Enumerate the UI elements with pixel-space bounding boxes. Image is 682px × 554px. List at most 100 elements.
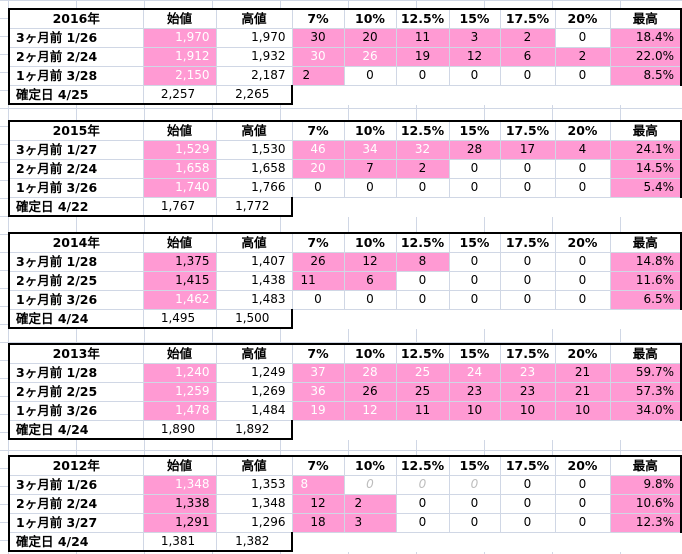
year-label: 2013年 — [8, 343, 144, 364]
header-15pct: 15% — [448, 8, 501, 29]
header-max: 最高 — [609, 8, 682, 29]
cell-10pct: 26 — [343, 381, 397, 402]
cell-7pct: 30 — [291, 46, 345, 67]
cell-7pct: 2 — [291, 65, 345, 86]
section-2013: 2013年 始値 高値 7% 10% 12.5% 15% 17.5% 20% 最… — [8, 343, 682, 440]
header-17-5pct: 17.5% — [499, 8, 556, 29]
cell-max: 5.4% — [609, 177, 682, 198]
cell-10pct: 3 — [343, 512, 397, 533]
header-7pct: 7% — [291, 120, 345, 141]
header-10pct: 10% — [343, 120, 397, 141]
cell-20pct: 0 — [554, 493, 611, 514]
year-label: 2016年 — [8, 8, 144, 29]
section-2014: 2014年 始値 高値 7% 10% 12.5% 15% 17.5% 20% 最… — [8, 232, 682, 329]
data-table: 2015年 始値 高値 7% 10% 12.5% 15% 17.5% 20% 最… — [8, 120, 682, 217]
cell-20pct: 10 — [554, 400, 611, 421]
cell-12-5pct: 25 — [395, 381, 450, 402]
row-label: 2ヶ月前 2/24 — [8, 493, 144, 514]
cell-17-5pct: 17 — [499, 139, 556, 160]
cell-high: 1,970 — [215, 27, 293, 48]
cell-20pct: 0 — [554, 474, 611, 495]
header-12-5pct: 12.5% — [395, 343, 450, 364]
cell-15pct: 28 — [448, 139, 501, 160]
header-7pct: 7% — [291, 343, 345, 364]
cell-max: 8.5% — [609, 65, 682, 86]
cell-20pct: 0 — [554, 289, 611, 310]
cell-10pct: 6 — [343, 270, 397, 291]
cell-high: 1,766 — [215, 177, 293, 198]
section-2016: 2016年 始値 高値 7% 10% 12.5% 15% 17.5% 20% 最… — [8, 8, 682, 105]
row-label: 2ヶ月前 2/25 — [8, 270, 144, 291]
cell-12-5pct: 0 — [395, 474, 450, 495]
cell-max: 6.5% — [609, 289, 682, 310]
cell-17-5pct: 0 — [499, 512, 556, 533]
table-row: 1ヶ月前 3/26 1,740 1,766 0 0 0 0 0 0 5.4% — [8, 177, 682, 198]
data-table: 2016年 始値 高値 7% 10% 12.5% 15% 17.5% 20% 最… — [8, 8, 682, 105]
cell-high: 1,772 — [215, 196, 293, 217]
header-17-5pct: 17.5% — [499, 455, 556, 476]
cell-12-5pct: 0 — [395, 177, 450, 198]
header-start: 始値 — [142, 232, 217, 253]
cell-20pct: 0 — [554, 251, 611, 272]
section-2015: 2015年 始値 高値 7% 10% 12.5% 15% 17.5% 20% 最… — [8, 120, 682, 217]
header-17-5pct: 17.5% — [499, 120, 556, 141]
cell-20pct: 21 — [554, 381, 611, 402]
table-row: 2ヶ月前 2/24 1,338 1,348 12 2 0 0 0 0 10.6% — [8, 493, 682, 514]
header-20pct: 20% — [554, 343, 611, 364]
header-17-5pct: 17.5% — [499, 343, 556, 364]
header-15pct: 15% — [448, 120, 501, 141]
header-high: 高値 — [215, 232, 293, 253]
cell-max: 9.8% — [609, 474, 682, 495]
cell-15pct: 23 — [448, 381, 501, 402]
cell-high: 1,483 — [215, 289, 293, 310]
header-max: 最高 — [609, 232, 682, 253]
cell-max: 12.3% — [609, 512, 682, 533]
cell-12-5pct: 0 — [395, 512, 450, 533]
cell-start: 1,415 — [142, 270, 217, 291]
row-label: 確定日 4/24 — [8, 308, 144, 329]
cell-15pct: 0 — [448, 512, 501, 533]
row-label: 1ヶ月前 3/26 — [8, 177, 144, 198]
header-max: 最高 — [609, 343, 682, 364]
cell-max: 57.3% — [609, 381, 682, 402]
row-label: 1ヶ月前 3/27 — [8, 512, 144, 533]
cell-7pct: 18 — [291, 512, 345, 533]
cell-7pct: 11 — [291, 270, 345, 291]
header-start: 始値 — [142, 343, 217, 364]
year-label: 2015年 — [8, 120, 144, 141]
cell-start: 1,259 — [142, 381, 217, 402]
cell-7pct: 30 — [291, 27, 345, 48]
table-row: 確定日 4/22 1,767 1,772 — [8, 196, 681, 217]
cell-start: 1,478 — [142, 400, 217, 421]
row-label: 1ヶ月前 3/26 — [8, 400, 144, 421]
cell-7pct: 26 — [291, 251, 345, 272]
cell-17-5pct: 6 — [499, 46, 556, 67]
row-label: 3ヶ月前 1/28 — [8, 251, 144, 272]
cell-20pct: 0 — [554, 177, 611, 198]
cell-20pct: 0 — [554, 512, 611, 533]
header-12-5pct: 12.5% — [395, 8, 450, 29]
table-row: 2ヶ月前 2/25 1,415 1,438 11 6 0 0 0 0 11.6% — [8, 270, 682, 291]
cell-high: 1,382 — [215, 531, 293, 552]
table-row: 3ヶ月前 1/26 1,970 1,970 30 20 11 3 2 0 18.… — [8, 27, 682, 48]
table-row: 確定日 4/24 1,890 1,892 — [8, 419, 681, 440]
cell-high: 1,407 — [215, 251, 293, 272]
cell-high: 2,265 — [215, 84, 293, 105]
table-row: 3ヶ月前 1/26 1,348 1,353 8 0 0 0 0 0 9.8% — [8, 474, 682, 495]
cell-start: 1,912 — [142, 46, 217, 67]
cell-max: 59.7% — [609, 362, 682, 383]
header-12-5pct: 12.5% — [395, 455, 450, 476]
cell-15pct: 0 — [448, 289, 501, 310]
cell-12-5pct: 8 — [395, 251, 450, 272]
cell-10pct: 34 — [343, 139, 397, 160]
cell-high: 2,187 — [215, 65, 293, 86]
cell-high: 1,353 — [215, 474, 293, 495]
header-7pct: 7% — [291, 455, 345, 476]
section-2012: 2012年 始値 高値 7% 10% 12.5% 15% 17.5% 20% 最… — [8, 455, 682, 552]
cell-12-5pct: 25 — [395, 362, 450, 383]
row-label: 3ヶ月前 1/27 — [8, 139, 144, 160]
cell-7pct: 19 — [291, 400, 345, 421]
cell-10pct: 12 — [343, 251, 397, 272]
table-row: 1ヶ月前 3/27 1,291 1,296 18 3 0 0 0 0 12.3% — [8, 512, 682, 533]
header-12-5pct: 12.5% — [395, 232, 450, 253]
